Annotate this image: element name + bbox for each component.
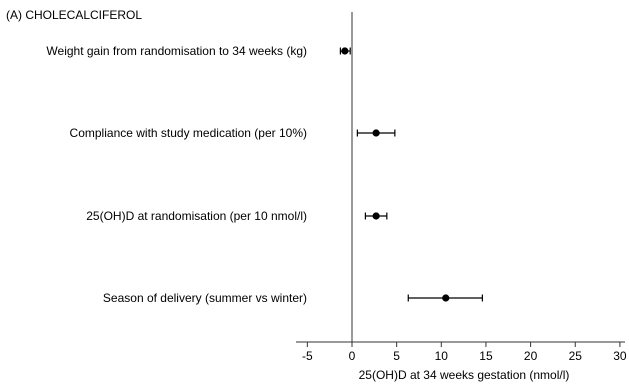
x-tick-label: 25 bbox=[569, 349, 583, 363]
point-estimate bbox=[341, 47, 349, 55]
forest-row: Compliance with study medication (per 10… bbox=[70, 126, 396, 140]
x-tick-label: 10 bbox=[435, 349, 449, 363]
forest-row: Weight gain from randomisation to 34 wee… bbox=[46, 44, 351, 58]
row-label: Weight gain from randomisation to 34 wee… bbox=[46, 44, 307, 58]
forest-row: Season of delivery (summer vs winter) bbox=[103, 291, 483, 305]
row-label: 25(OH)D at randomisation (per 10 nmol/l) bbox=[86, 209, 307, 223]
point-estimate bbox=[442, 294, 450, 302]
x-tick-label: 30 bbox=[613, 349, 627, 363]
row-label: Compliance with study medication (per 10… bbox=[70, 126, 307, 140]
row-label: Season of delivery (summer vs winter) bbox=[103, 291, 307, 305]
forest-row: 25(OH)D at randomisation (per 10 nmol/l) bbox=[86, 209, 388, 223]
forest-rows: Weight gain from randomisation to 34 wee… bbox=[46, 44, 483, 305]
chart-title: (A) CHOLECALCIFEROL bbox=[6, 8, 142, 22]
x-axis-label: 25(OH)D at 34 weeks gestation (nmol/l) bbox=[359, 368, 570, 382]
x-tick-label: 20 bbox=[524, 349, 538, 363]
point-estimate bbox=[372, 212, 380, 220]
x-axis-ticks: -5 0 5 10 15 20 25 30 bbox=[302, 342, 627, 363]
x-tick-label: 0 bbox=[349, 349, 356, 363]
x-tick-label: -5 bbox=[302, 349, 313, 363]
point-estimate bbox=[372, 129, 380, 137]
x-tick-label: 15 bbox=[479, 349, 493, 363]
x-tick-label: 5 bbox=[393, 349, 400, 363]
